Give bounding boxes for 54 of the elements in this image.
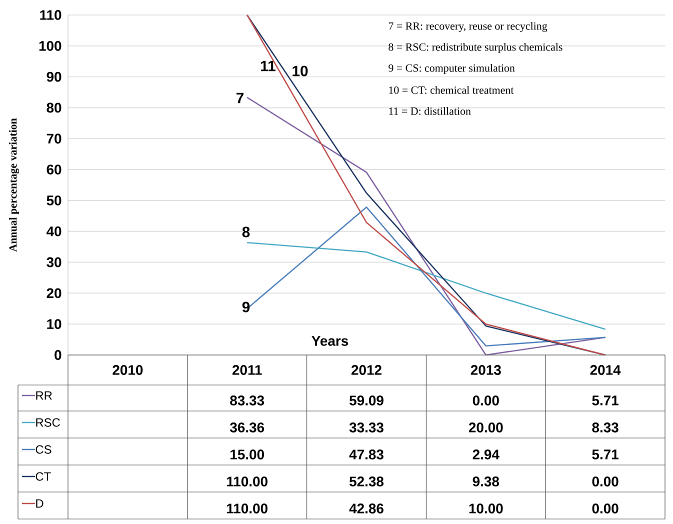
- data-label: 5.71: [592, 396, 618, 406]
- y-tick-label: 20: [46, 288, 62, 298]
- y-tick-label: 40: [46, 226, 62, 236]
- data-label: 9.38: [472, 476, 500, 486]
- data-label: 83.33: [230, 396, 264, 406]
- y-tick-label: 10: [47, 319, 62, 330]
- annotation: 10: [292, 66, 308, 76]
- y-tick-label: 30: [46, 257, 62, 268]
- x-tick-label: 2011: [232, 365, 262, 375]
- data-label: 15.00: [230, 450, 264, 460]
- legend-label: D: [36, 499, 44, 508]
- x-tick-label: 2013: [470, 365, 501, 375]
- y-tick-label: 80: [46, 102, 62, 113]
- data-label: 52.38: [349, 476, 384, 486]
- x-tick-label: 2014: [590, 365, 621, 375]
- annotation: 11: [261, 60, 276, 72]
- data-label: 0.00: [592, 476, 618, 486]
- annotation: 8 = RSC: redistribute surplus chemicals: [388, 43, 562, 53]
- annotation: 10 = CT: chemical treatment: [389, 86, 514, 94]
- data-label: 42.86: [349, 504, 384, 514]
- x-tick-label: 2012: [351, 365, 382, 375]
- y-axis-title: Annual percentage variation: [9, 118, 20, 252]
- data-label: 10.00: [469, 504, 503, 514]
- legend-label: RR: [36, 391, 52, 400]
- data-label: 2.94: [472, 450, 500, 460]
- y-tick-label: 110: [40, 10, 62, 20]
- data-label: 0.00: [472, 396, 499, 406]
- data-label: 110.00: [227, 476, 268, 486]
- legend-label: CS: [36, 445, 52, 454]
- x-axis-title: Years: [312, 336, 348, 346]
- y-tick-label: 90: [46, 72, 62, 82]
- annotation: 7 = RR: recovery, reuse or recycling: [388, 22, 548, 32]
- data-label: 0.00: [592, 504, 618, 514]
- data-label: 36.36: [230, 422, 264, 432]
- y-tick-label: 60: [46, 164, 62, 174]
- legend-label: CT: [36, 472, 51, 481]
- data-label: 59.09: [349, 396, 384, 406]
- x-tick-label: 2010: [112, 365, 143, 375]
- y-tick-label: 0: [54, 350, 62, 360]
- data-label: 5.71: [592, 450, 618, 460]
- annotation: 9 = CS: computer simulation: [388, 64, 515, 74]
- data-label: 33.33: [349, 422, 384, 432]
- y-tick-label: 70: [46, 134, 62, 144]
- annotation: 7: [236, 92, 244, 104]
- annotation: 11 = D: distillation: [389, 107, 471, 115]
- data-label: 8.33: [592, 422, 618, 432]
- legend-label: RSC: [36, 418, 60, 427]
- data-label: 47.83: [349, 450, 384, 460]
- annotation: 9: [242, 302, 250, 312]
- annotation: 8: [242, 226, 250, 238]
- data-label: 20.00: [468, 422, 503, 432]
- data-label: 110.00: [227, 504, 268, 514]
- y-tick-label: 100: [39, 40, 62, 51]
- y-tick-label: 50: [46, 196, 62, 206]
